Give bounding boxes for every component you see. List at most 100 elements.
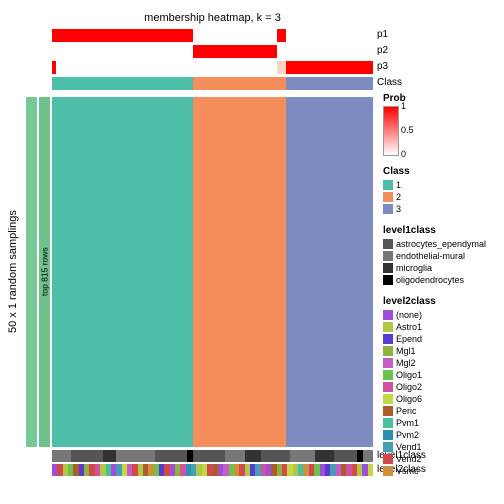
- top-anno-cell: [286, 77, 373, 90]
- legend-label: 3: [396, 204, 401, 214]
- level2-cell: [368, 464, 374, 476]
- heatmap-column: [52, 97, 193, 447]
- legend-swatch: [383, 204, 393, 214]
- legend-swatch: [383, 370, 393, 380]
- level1-cell: [290, 450, 316, 462]
- level1-cell: [334, 450, 356, 462]
- legend-label: 2: [396, 192, 401, 202]
- legend-swatch: [383, 275, 393, 285]
- legend-item: 1: [383, 180, 401, 190]
- legend-label: Astro1: [396, 322, 422, 332]
- top-anno-cell: [277, 45, 373, 58]
- top-anno-label: p3: [377, 61, 388, 72]
- legend-swatch: [383, 382, 393, 392]
- legend-title: Class: [383, 166, 410, 177]
- top-anno-label: p2: [377, 45, 388, 56]
- top-anno-cell: [286, 61, 373, 74]
- legend-label: microglia: [396, 263, 432, 273]
- left-label-outer: 50 x 1 random samplings: [6, 97, 20, 447]
- legend-item: Peric: [383, 406, 417, 416]
- top-anno-cell: [286, 29, 373, 42]
- prob-tick-label: 0: [401, 149, 406, 159]
- heatmap-column: [286, 97, 373, 447]
- level1-cell: [315, 450, 334, 462]
- chart-title-text: membership heatmap, k = 3: [144, 12, 281, 24]
- heatmap-column: [193, 97, 286, 447]
- level1-cell: [363, 450, 373, 462]
- legend-swatch: [383, 334, 393, 344]
- legend-swatch: [383, 394, 393, 404]
- legend-swatch: [383, 454, 393, 464]
- legend-label: Pvm2: [396, 430, 419, 440]
- top-anno-cell: [52, 77, 193, 90]
- top-anno-label: p1: [377, 29, 388, 40]
- legend-item: Astro1: [383, 322, 422, 332]
- legend-item: oligodendrocytes: [383, 275, 464, 285]
- legend-item: (none): [383, 310, 422, 320]
- top-anno-cell: [277, 61, 287, 74]
- level1-cell: [245, 450, 261, 462]
- legend-item: microglia: [383, 263, 432, 273]
- legend-label: endothelial-mural: [396, 251, 465, 261]
- legend-item: Pvm1: [383, 418, 419, 428]
- legend-label: Mgl2: [396, 358, 416, 368]
- legend-swatch: [383, 346, 393, 356]
- legend-label: oligodendrocytes: [396, 275, 464, 285]
- legend-title: level1class: [383, 225, 436, 236]
- left-label-inner: top 815 rows: [39, 97, 50, 447]
- legend-label: Oligo6: [396, 394, 422, 404]
- legend-swatch: [383, 358, 393, 368]
- level1-cell: [155, 450, 187, 462]
- legend-item: Pvm2: [383, 430, 419, 440]
- top-anno-cell: [277, 29, 287, 42]
- legend-label: Vsmc: [396, 466, 419, 476]
- level1-cell: [261, 450, 290, 462]
- prob-tick-label: 0.5: [401, 125, 414, 135]
- legend-swatch: [383, 239, 393, 249]
- legend-item: 3: [383, 204, 401, 214]
- legend-swatch: [383, 406, 393, 416]
- legend-item: Mgl2: [383, 358, 416, 368]
- legend-swatch: [383, 310, 393, 320]
- legend-swatch: [383, 322, 393, 332]
- legend-item: 2: [383, 192, 401, 202]
- legend-label: Peric: [396, 406, 417, 416]
- legend-item: endothelial-mural: [383, 251, 465, 261]
- legend-label: Vend2: [396, 454, 422, 464]
- level1-cell: [193, 450, 225, 462]
- legend-item: Vsmc: [383, 466, 419, 476]
- legend-label: astrocytes_ependymal: [396, 239, 486, 249]
- legend-label: Oligo2: [396, 382, 422, 392]
- top-anno-cell: [52, 29, 193, 42]
- legend-swatch: [383, 418, 393, 428]
- top-anno-label: Class: [377, 77, 402, 88]
- legend-swatch: [383, 466, 393, 476]
- top-anno-cell: [193, 29, 276, 42]
- top-anno-cell: [193, 61, 276, 74]
- legend-swatch: [383, 192, 393, 202]
- legend-swatch: [383, 263, 393, 273]
- legend-swatch: [383, 442, 393, 452]
- legend-item: Mgl1: [383, 346, 416, 356]
- legend-item: Epend: [383, 334, 422, 344]
- legend-title: level2class: [383, 296, 436, 307]
- chart-title: membership heatmap, k = 3: [52, 8, 373, 26]
- legend-label: Mgl1: [396, 346, 416, 356]
- level1-cell: [71, 450, 103, 462]
- legend-item: Oligo2: [383, 382, 422, 392]
- level1-cell: [225, 450, 244, 462]
- legend-swatch: [383, 430, 393, 440]
- legend-label: Pvm1: [396, 418, 419, 428]
- level1-cell: [103, 450, 116, 462]
- legend-item: astrocytes_ependymal: [383, 239, 486, 249]
- prob-gradient: [383, 106, 399, 156]
- heatmap-body: [52, 97, 373, 447]
- prob-tick-label: 1: [401, 101, 406, 111]
- level1-cell: [116, 450, 155, 462]
- legend-label: Epend: [396, 334, 422, 344]
- level1-cell: [52, 450, 71, 462]
- legend-swatch: [383, 180, 393, 190]
- legend-item: Vend2: [383, 454, 422, 464]
- legend-item: Oligo1: [383, 370, 422, 380]
- top-anno-cell: [52, 45, 193, 58]
